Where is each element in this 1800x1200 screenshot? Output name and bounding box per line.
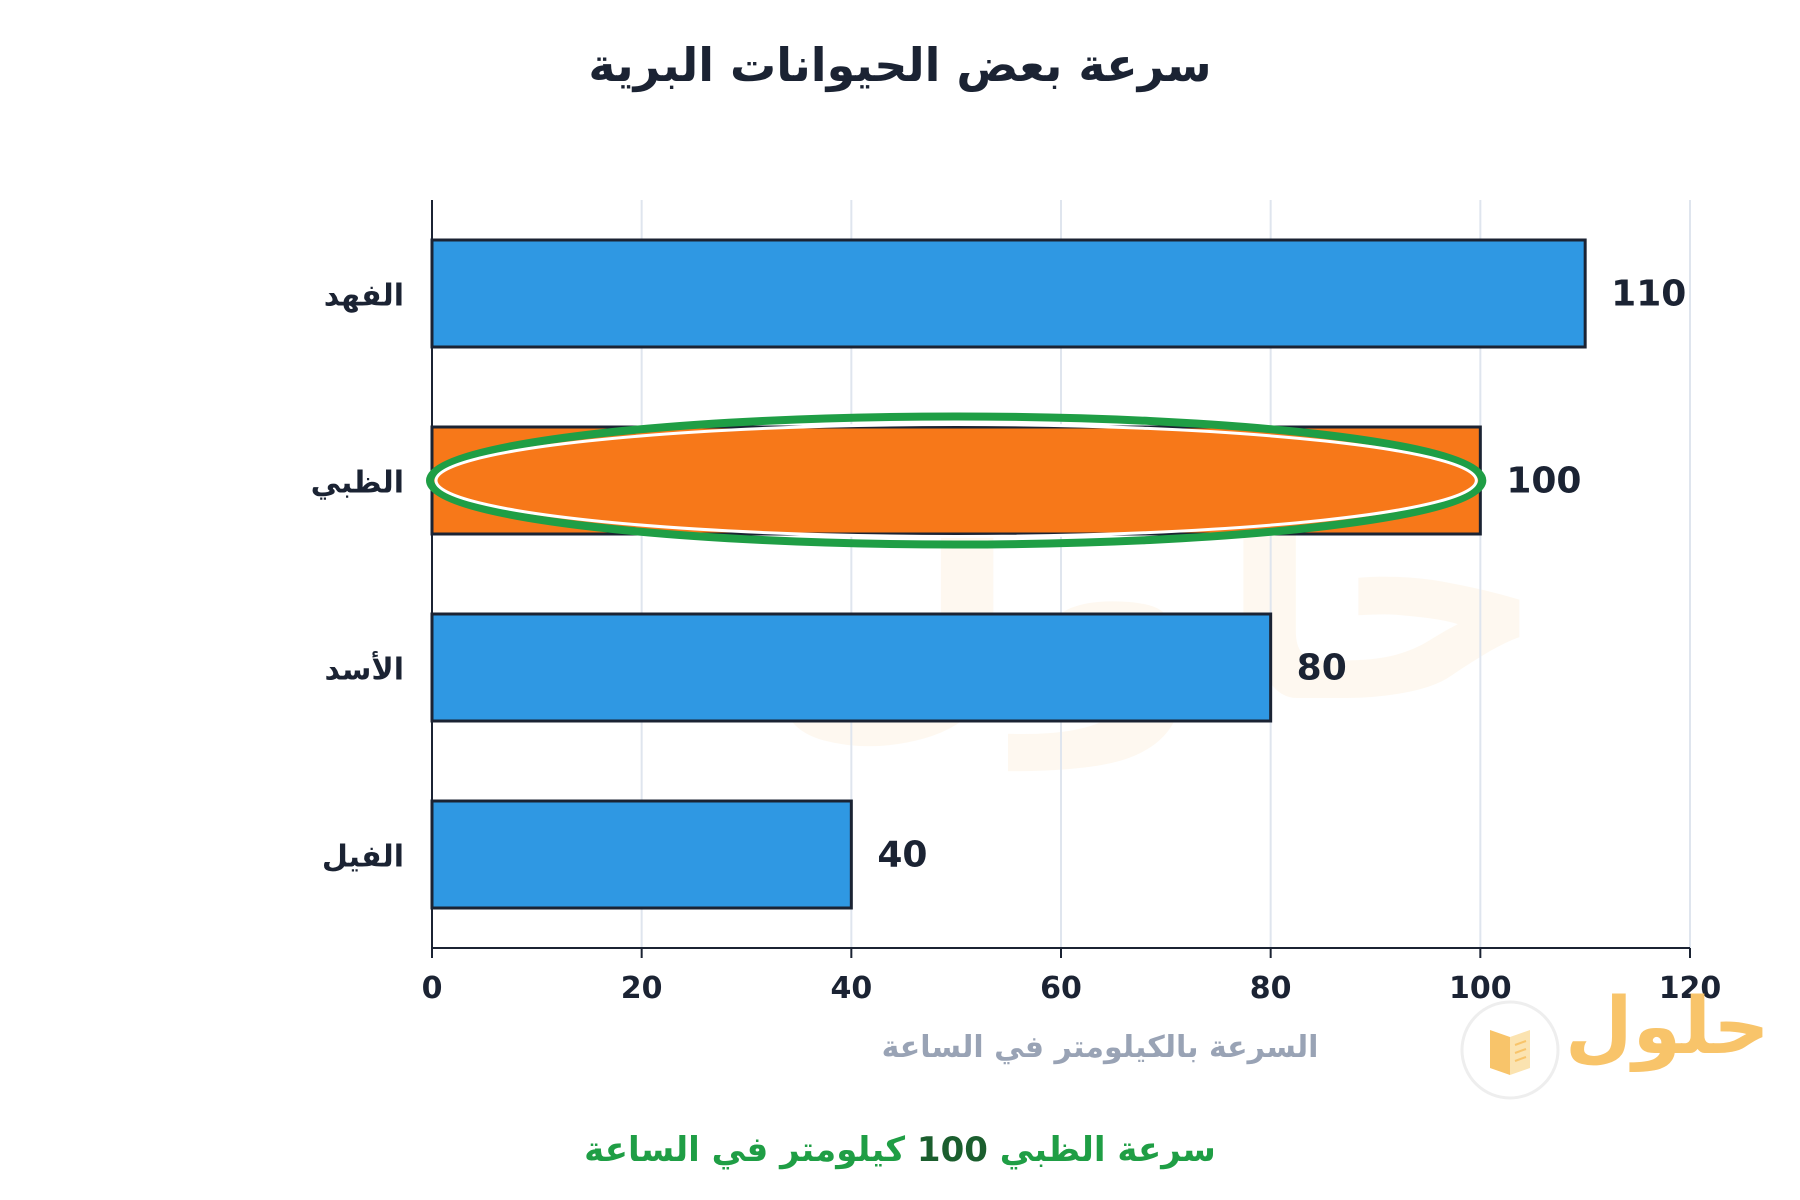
bar: [430, 425, 1482, 536]
caption-suffix: كيلومتر في الساعة: [584, 1130, 906, 1170]
bars: [426, 238, 1587, 910]
chart-title: سرعة بعض الحيوانات البرية: [588, 38, 1212, 92]
category-label: الفيل: [322, 840, 404, 875]
x-tick-label: 80: [1250, 971, 1292, 1006]
caption-prefix: سرعة الظبي: [999, 1130, 1216, 1170]
bar: [430, 799, 853, 910]
x-tick-label: 20: [621, 971, 663, 1006]
data-label: 40: [877, 835, 927, 876]
bar: [430, 238, 1587, 349]
category-label: الظبي: [311, 466, 404, 501]
highlight-ellipse: [426, 412, 1487, 549]
bar: [430, 612, 1273, 723]
caption-number: 100: [916, 1130, 988, 1170]
labels: 0 20 40 60 80 100 120 الفهد 110 الظبي 100 الأسد 80 ال…: [311, 274, 1722, 1007]
x-tick-label: 100: [1449, 971, 1512, 1006]
highlight-ellipse-inner: [434, 423, 1478, 538]
x-tick-label: 120: [1659, 971, 1722, 1006]
open-book-icon: [1460, 1000, 1560, 1100]
x-tick-label: 40: [830, 971, 872, 1006]
data-label: 80: [1297, 648, 1347, 689]
x-axis-label: السرعة بالكيلومتر في الساعة: [881, 1030, 1319, 1065]
data-label: 100: [1506, 461, 1581, 502]
x-tick-label: 0: [422, 971, 443, 1006]
caption: سرعة الظبي 100 كيلومتر في الساعة: [0, 1130, 1800, 1170]
brand-logo-text: حلول: [1565, 982, 1770, 1072]
brand-logo: [1455, 990, 1775, 1110]
x-tick-label: 60: [1040, 971, 1082, 1006]
category-label: الأسد: [325, 651, 404, 688]
category-label: الفهد: [324, 279, 404, 314]
data-label: 110: [1611, 274, 1686, 315]
